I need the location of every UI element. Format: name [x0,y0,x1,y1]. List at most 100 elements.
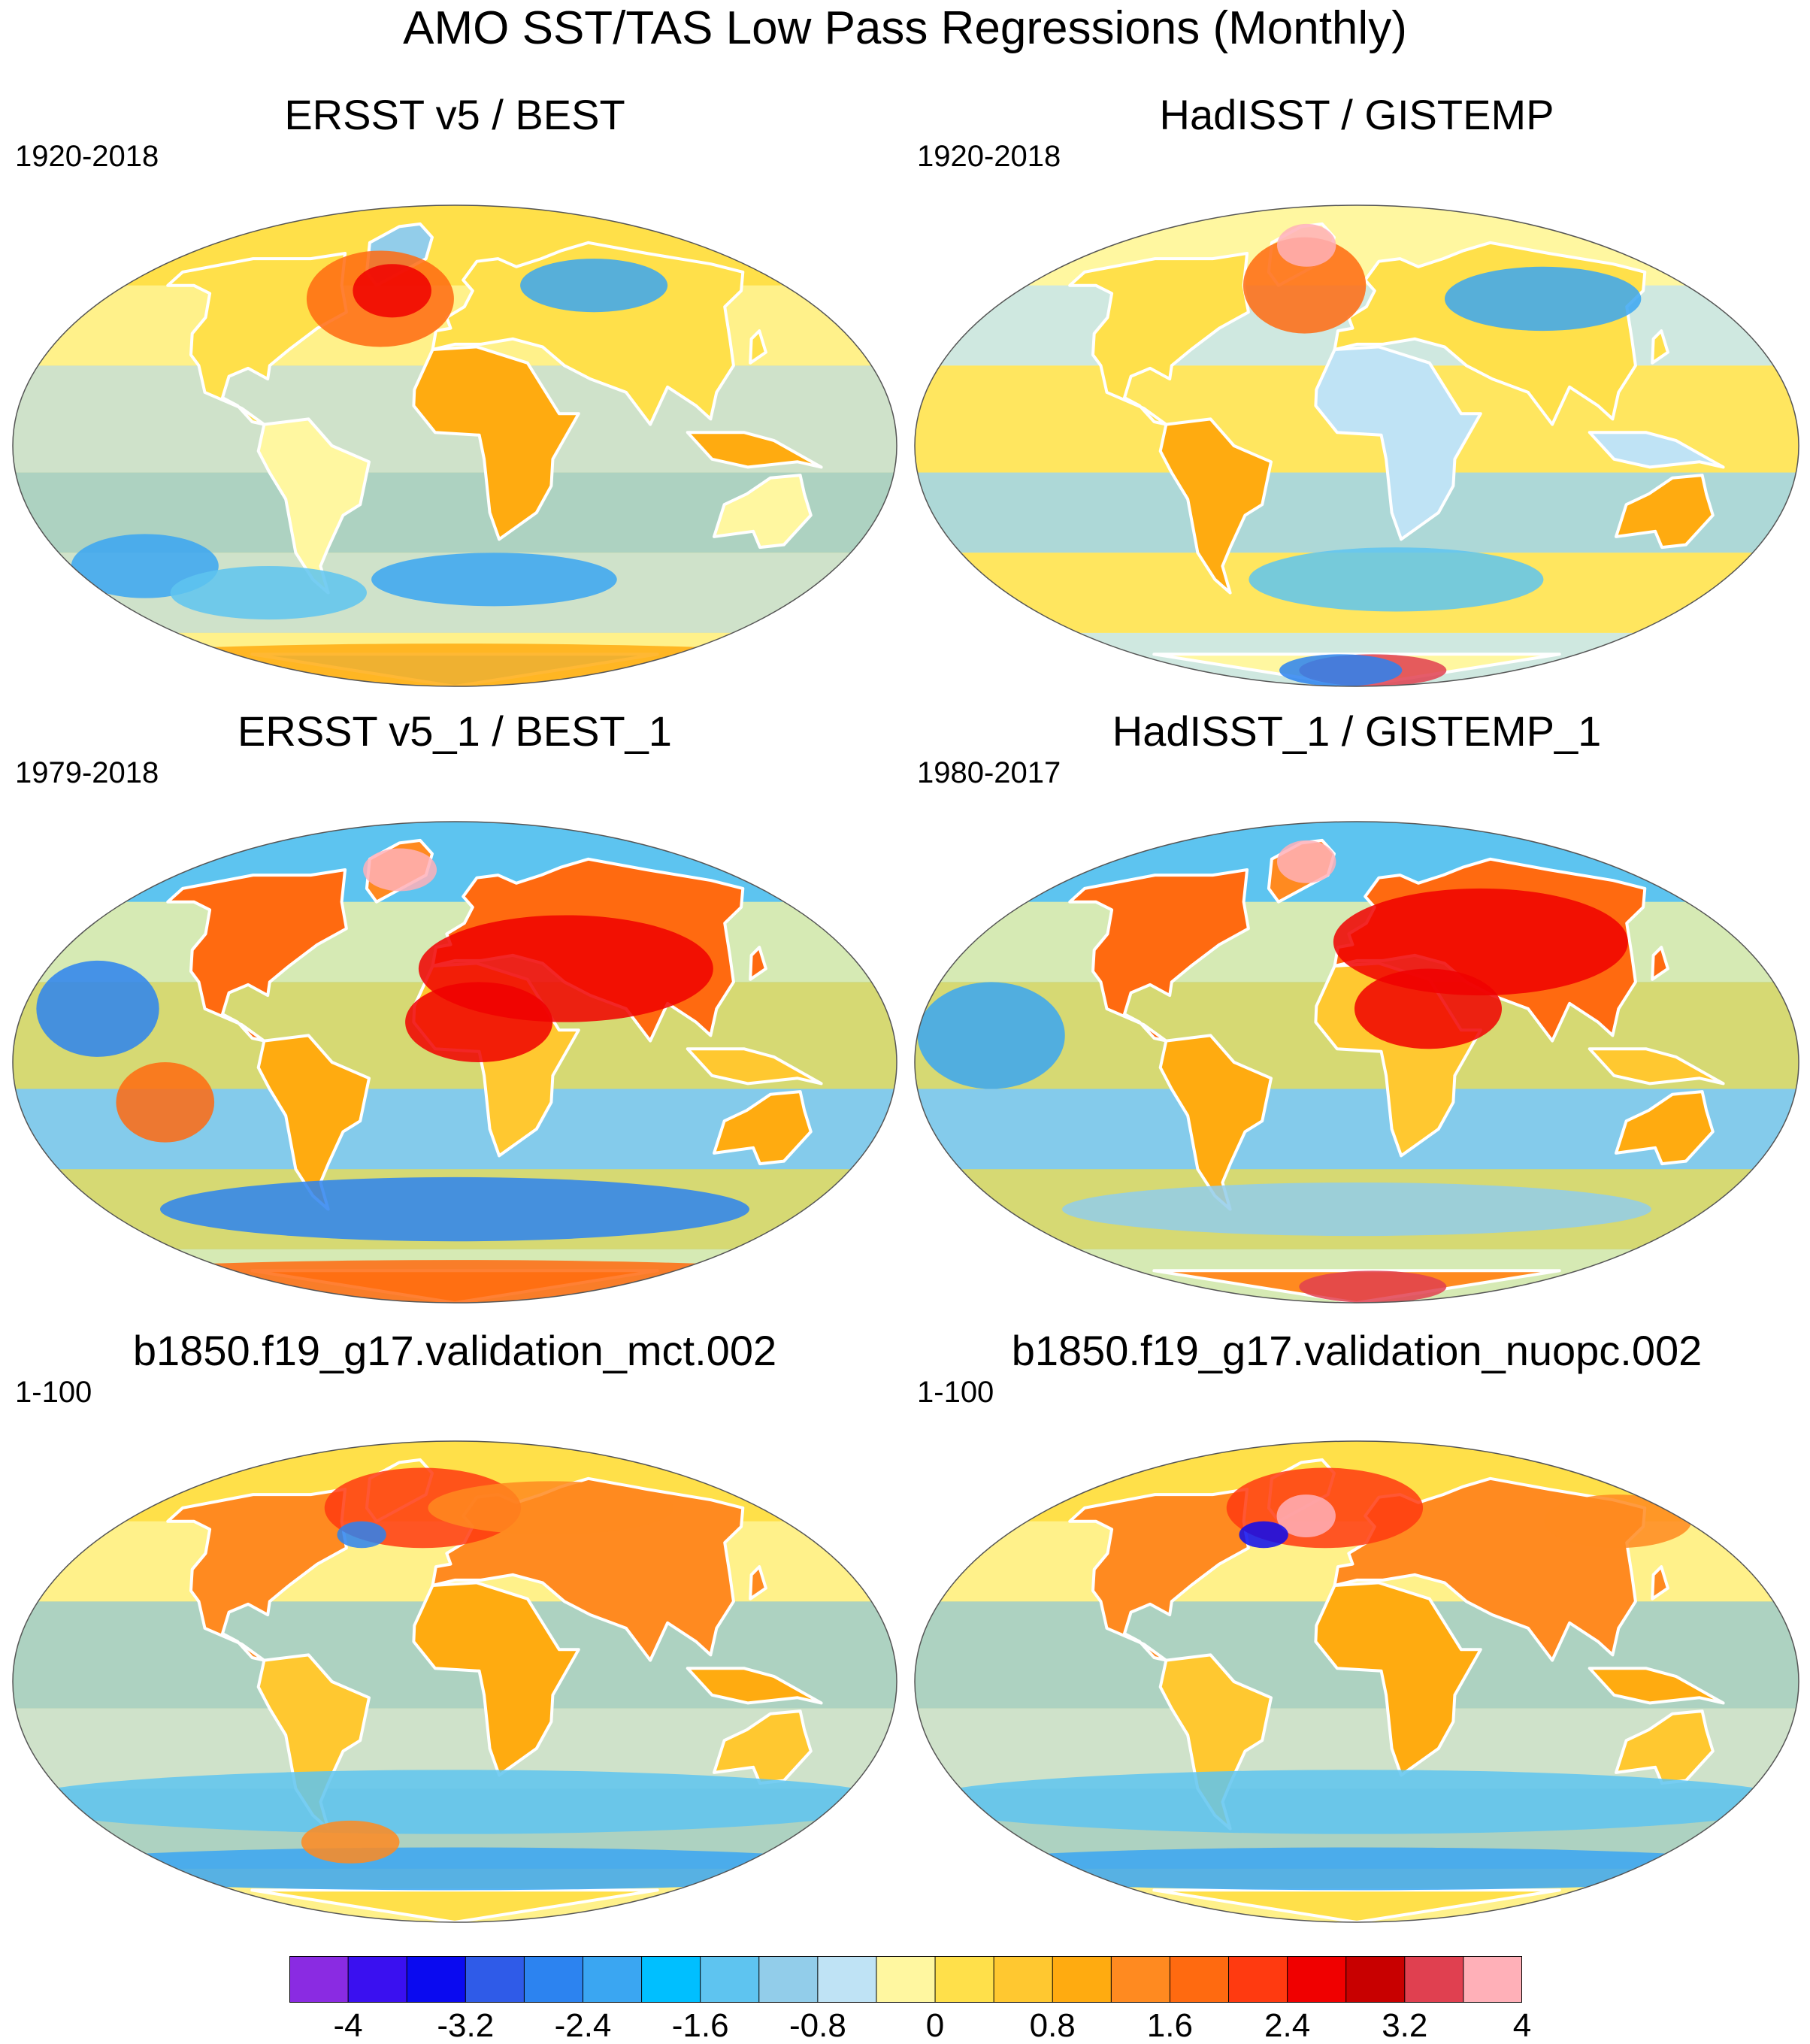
colorbar [289,1956,1522,2003]
map-outline [12,1440,897,1923]
colorbar-tick-label: -3.2 [437,2007,495,2044]
map-panel-validation-mct: b1850.f19_g17.validation_mct.002 1-100 [8,1325,902,1926]
colorbar-box [1287,1956,1346,2003]
landmass [713,1709,813,1785]
anomaly-patch [1276,1494,1336,1537]
colorbar-tick-label: -1.6 [671,2007,729,2044]
colorbar-box [1052,1956,1112,2003]
anomaly-patch [160,1176,749,1242]
anomaly-patch [405,982,553,1062]
anomaly-patch [1333,888,1628,996]
landmass [686,1667,823,1705]
colorbar-box [641,1956,701,2003]
colorbar-box [700,1956,759,2003]
colorbar-box [1170,1956,1229,2003]
landmass [1651,946,1669,981]
map-plot [914,204,1799,687]
panel-period: 1979-2018 [15,756,159,789]
anomaly-patch [1445,266,1642,332]
panel-title: ERSST v5 / BEST [284,91,625,138]
anomaly-patch [1242,237,1367,334]
colorbar-box [407,1956,466,2003]
anomaly-patch [428,1481,674,1535]
anomaly-patch [1279,654,1403,686]
colorbar-box [758,1956,818,2003]
map-plot [914,821,1799,1304]
anomaly-patch [363,848,437,892]
colorbar-box [289,1956,349,2003]
anomaly-patch [13,643,897,686]
landmass [1068,868,1250,1043]
landmass [1314,1581,1482,1777]
anomaly-patch [1239,1521,1288,1549]
colorbar-box [524,1956,583,2003]
colorbar-tick-label: 1.6 [1146,2007,1193,2044]
landmass [1588,431,1725,469]
panel-period: 1980-2017 [917,756,1061,789]
panel-title: HadISST_1 / GISTEMP_1 [1112,707,1602,755]
anomaly-patch [1062,1182,1651,1237]
colorbar-box [817,1956,876,2003]
anomaly-patch [371,553,617,607]
anomaly-patch [116,1062,215,1143]
anomaly-patch [13,1847,897,1891]
map-outline [914,1440,1799,1923]
colorbar-box [1463,1956,1522,2003]
panel-period: 1920-2018 [917,140,1061,173]
landmass [686,431,823,469]
colorbar-tick-label: -2.4 [554,2007,612,2044]
landmass [1588,1667,1725,1705]
landmass [713,1090,813,1166]
figure-title: AMO SST/TAS Low Pass Regressions (Monthl… [403,2,1407,54]
anomaly-patch [917,982,1065,1089]
anomaly-patch [337,1521,386,1549]
anomaly-patch [36,960,159,1057]
colorbar-box [1404,1956,1463,2003]
map-outline [12,204,897,687]
map-panel-ersst-best-1: ERSST v5_1 / BEST_1 1979-2018 [8,705,902,1307]
colorbar-tick-label: 3.2 [1382,2007,1428,2044]
landmass [166,868,348,1043]
panel-period: 1920-2018 [15,140,159,173]
landmass [686,1047,823,1086]
anomaly-patch [520,259,668,313]
ocean-band [13,822,897,902]
landmass [412,345,580,541]
anomaly-patch [915,1847,1799,1891]
anomaly-patch [1276,223,1336,267]
colorbar-box [1345,1956,1405,2003]
landmass [1314,345,1482,541]
map-outline [914,204,1799,687]
map-outline [12,821,897,1304]
landmass [1615,1090,1715,1166]
colorbar-box [994,1956,1053,2003]
ocean-band [915,822,1799,902]
map-plot [12,204,897,687]
colorbar-box [465,1956,525,2003]
anomaly-patch [1544,1494,1692,1549]
colorbar-tick-label: 2.4 [1264,2007,1311,2044]
map-plot [914,1440,1799,1923]
anomaly-patch [13,1260,897,1303]
landmass [749,1565,767,1600]
landmass [1615,1709,1715,1785]
colorbar-tick-label: 4 [1512,2007,1532,2044]
map-plot [12,1440,897,1923]
map-outline [914,821,1799,1304]
colorbar-box [583,1956,642,2003]
landmass [1615,474,1715,550]
anomaly-patch [1276,840,1336,883]
landmass [1588,1047,1725,1086]
panel-title: HadISST / GISTEMP [1159,91,1554,138]
map-panel-ersst-best: ERSST v5 / BEST 1920-2018 [8,89,902,690]
landmass [1158,417,1273,595]
map-plot [12,821,897,1304]
colorbar-tick-label: 0.8 [1029,2007,1076,2044]
landmass [1158,1034,1273,1211]
landmass [256,417,371,595]
map-panel-hadisst-gistemp: HadISST / GISTEMP 1920-2018 [910,89,1804,690]
map-panel-hadisst-gistemp-1: HadISST_1 / GISTEMP_1 1980-2017 [910,705,1804,1307]
colorbar-box [1228,1956,1288,2003]
panel-title: ERSST v5_1 / BEST_1 [238,707,672,755]
colorbar-box [876,1956,936,2003]
